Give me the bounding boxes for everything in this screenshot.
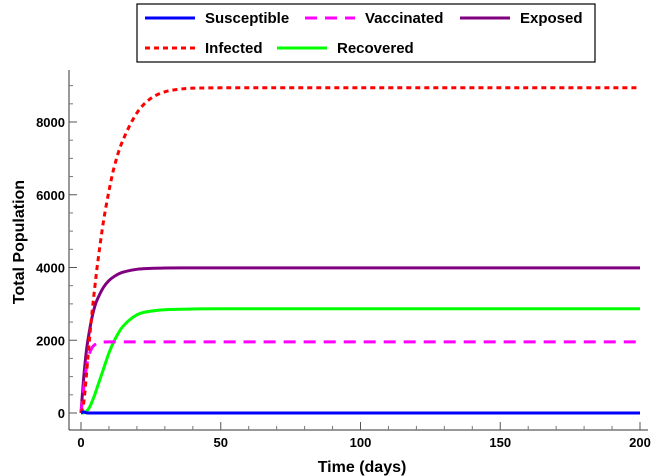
legend-label-vaccinated: Vaccinated [365, 10, 443, 27]
x-tick-label: 0 [77, 435, 84, 450]
x-tick-label: 50 [214, 435, 228, 450]
series-line-exposed [79, 266, 640, 414]
legend-label-exposed: Exposed [520, 10, 583, 27]
x-tick-label: 200 [629, 435, 651, 450]
y-tick-label: 2000 [36, 333, 65, 348]
series-line-recovered [80, 307, 640, 415]
x-tick-label: 100 [350, 435, 372, 450]
legend-label-infected: Infected [205, 40, 263, 57]
y-axis-title: Total Population [11, 180, 28, 304]
x-axis-title: Time (days) [318, 459, 407, 476]
y-tick-label: 4000 [36, 261, 65, 276]
legend-label-susceptible: Susceptible [205, 10, 289, 27]
legend-label-recovered: Recovered [337, 40, 414, 57]
series-line-vaccinated [79, 340, 640, 414]
y-tick-label: 0 [58, 406, 65, 421]
series-line-infected [79, 86, 640, 414]
legend-box [136, 3, 596, 63]
legend: Susceptible Vaccinated Exposed Infected Reco… [136, 3, 596, 63]
x-tick-label: 150 [489, 435, 511, 450]
y-tick-label: 8000 [36, 115, 65, 130]
series-layer [79, 86, 640, 415]
series-line-susceptible [80, 410, 640, 415]
y-tick-label: 6000 [36, 188, 65, 203]
